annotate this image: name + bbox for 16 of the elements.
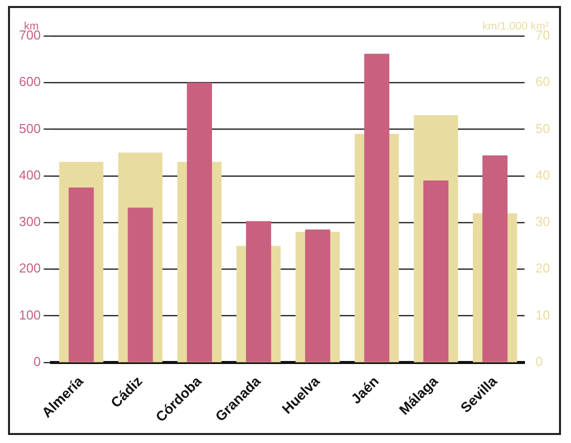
y2-tick-label: 20 xyxy=(536,260,550,276)
y-tick-label: 400 xyxy=(18,167,41,182)
y2-tick-label: 50 xyxy=(536,120,550,136)
y2-tick-label: 30 xyxy=(536,214,550,230)
y-tick-label: 200 xyxy=(18,260,41,276)
bar xyxy=(423,180,448,362)
y2-tick-label: 40 xyxy=(536,167,550,182)
y-tick-label: 500 xyxy=(18,120,41,136)
y2-tick-label: 60 xyxy=(536,74,550,90)
y2-tick-label: 10 xyxy=(536,307,550,322)
y2-tick-label: 0 xyxy=(536,354,543,370)
y-tick-label: 300 xyxy=(18,214,41,230)
y-tick-label: 0 xyxy=(33,354,41,370)
y-tick-label: 100 xyxy=(18,307,41,322)
bar xyxy=(128,208,153,362)
y-tick-label: 600 xyxy=(18,74,41,90)
